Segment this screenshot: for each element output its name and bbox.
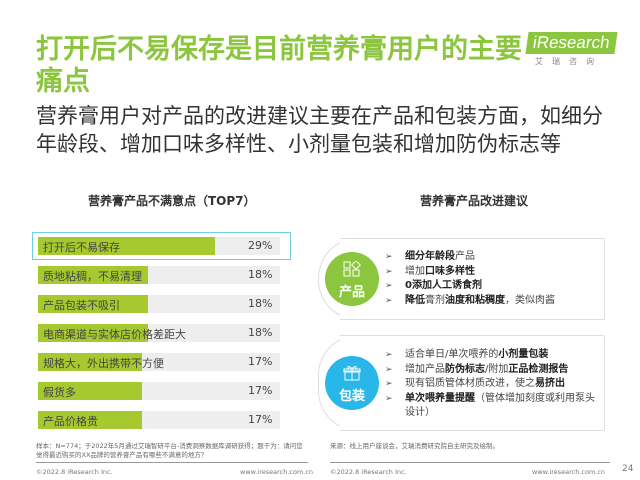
category-badge: 产品 (325, 252, 379, 306)
page-number: 24 (622, 464, 634, 474)
bar-value: 17% (248, 413, 273, 426)
category-label: 包装 (338, 389, 365, 404)
right-heading: 营养膏产品改进建议 (420, 194, 529, 208)
item-text: 口味多样性 (425, 265, 475, 277)
item-text: 防伪标志 (445, 363, 485, 375)
bar-value: 18% (248, 268, 273, 281)
website: www.iresearch.com.cn (532, 468, 606, 476)
bar-value: 17% (248, 355, 273, 368)
item-text: 降低 (405, 294, 425, 306)
bar-label: 打开后不易保存 (43, 241, 120, 254)
bar-fill (38, 295, 148, 313)
suggestion-item: 降低膏剂油度和粘稠度，类似肉酱 (385, 294, 555, 309)
item-text: /附加 (485, 363, 509, 375)
left-heading: 营养膏产品不满意点（TOP7） (88, 194, 256, 208)
gift-icon (325, 365, 379, 385)
item-text: 0添加人工诱食剂 (405, 280, 482, 291)
bar-row: 假货多 17% (38, 382, 280, 400)
bar-label: 产品价格贵 (43, 415, 98, 428)
bar-label: 电商渠道与实体店价格差距大 (43, 328, 186, 341)
item-text: 油度和粘稠度 (445, 294, 505, 306)
item-text: 小剂量包装 (498, 349, 549, 360)
bar-fill (38, 353, 142, 371)
bar-row: 产品价格贵 17% (38, 411, 280, 429)
category-label: 产品 (338, 285, 365, 300)
bar-row: 电商渠道与实体店价格差距大 18% (38, 324, 280, 342)
sample-note: 样本：N=774；于2022年5月通过艾瑞智研平台-消费洞察数据库调研获得；题干… (36, 442, 303, 459)
copyright: ©2022.8 iResearch Inc. (330, 468, 407, 476)
bar-value: 18% (248, 297, 273, 310)
suggestion-item: 细分年龄段产品 (385, 250, 555, 265)
suggestion-item: 增加口味多样性 (385, 265, 555, 280)
website: www.iresearch.com.cn (240, 468, 314, 476)
suggestion-item: 单次喂养量提醒（管体增加刻度或利用泵头设计） (385, 392, 604, 421)
item-text: 现有铝质管体材质改进，使之 (405, 378, 535, 389)
suggestion-item: 0添加人工诱食剂 (385, 279, 555, 294)
category-badge: 包装 (325, 356, 379, 410)
iresearch-logo: iResearch 艾瑞咨询 (525, 32, 618, 67)
divider (330, 462, 610, 463)
item-text: 增加 (405, 265, 425, 277)
item-text: ，类似肉酱 (505, 294, 555, 306)
highlight-box (32, 232, 291, 260)
bar-fill (38, 411, 142, 429)
bar-fill (38, 324, 148, 342)
item-text: 膏剂 (425, 294, 445, 306)
bar-row: 规格大，外出携带不方便 17% (38, 353, 280, 371)
bar-label: 产品包装不吸引 (43, 299, 120, 312)
suggestion-card: 细分年龄段产品增加口味多样性0添加人工诱食剂降低膏剂油度和粘稠度，类似肉酱 (340, 238, 605, 320)
apps-icon (325, 260, 379, 281)
suggestion-card: 适合单日/单次喂养的小剂量包装增加产品防伪标志/附加正品检测报告现有铝质管体材质… (340, 335, 605, 431)
page-title: 打开后不易保存是目前营养膏用户的主要痛点 (36, 34, 522, 97)
suggestion-item: 增加产品防伪标志/附加正品检测报告 (385, 363, 604, 378)
item-text: 适合单日/单次喂养的 (405, 349, 499, 360)
bar-value: 18% (248, 326, 273, 339)
page-subtitle: 营养膏用户对产品的改进建议主要在产品和包装方面，如细分年龄段、增加口味多样性、小… (36, 104, 603, 156)
bar-value: 29% (248, 239, 273, 252)
item-text: 单次喂养量提醒 (405, 392, 475, 404)
item-text: 产品 (455, 251, 475, 262)
bar-label: 规格大，外出携带不方便 (43, 357, 164, 370)
bar-fill (38, 237, 215, 255)
bar-fill (38, 266, 148, 284)
item-text: 增加产品 (405, 363, 445, 375)
bar-row: 打开后不易保存 29% (38, 237, 280, 255)
suggestion-item: 适合单日/单次喂养的小剂量包装 (385, 348, 604, 363)
item-text: 易挤出 (535, 378, 565, 389)
item-text: 细分年龄段 (405, 251, 455, 262)
bar-label: 假货多 (43, 386, 76, 399)
bar-value: 17% (248, 384, 273, 397)
bar-fill (38, 382, 142, 400)
bar-row: 质地粘稠，不易清理 18% (38, 266, 280, 284)
divider (36, 462, 308, 463)
item-text: （管体增加刻度或利用泵头设计） (405, 392, 595, 419)
item-text: 正品检测报告 (508, 363, 569, 375)
bar-label: 质地粘稠，不易清理 (43, 270, 142, 283)
copyright: ©2022.8 iResearch Inc. (36, 468, 113, 476)
bar-row: 产品包装不吸引 18% (38, 295, 280, 313)
source-note: 来源：线上用户座谈会，艾瑞消费研究院自主研究及绘制。 (330, 442, 499, 450)
suggestion-item: 现有铝质管体材质改进，使之易挤出 (385, 377, 604, 392)
